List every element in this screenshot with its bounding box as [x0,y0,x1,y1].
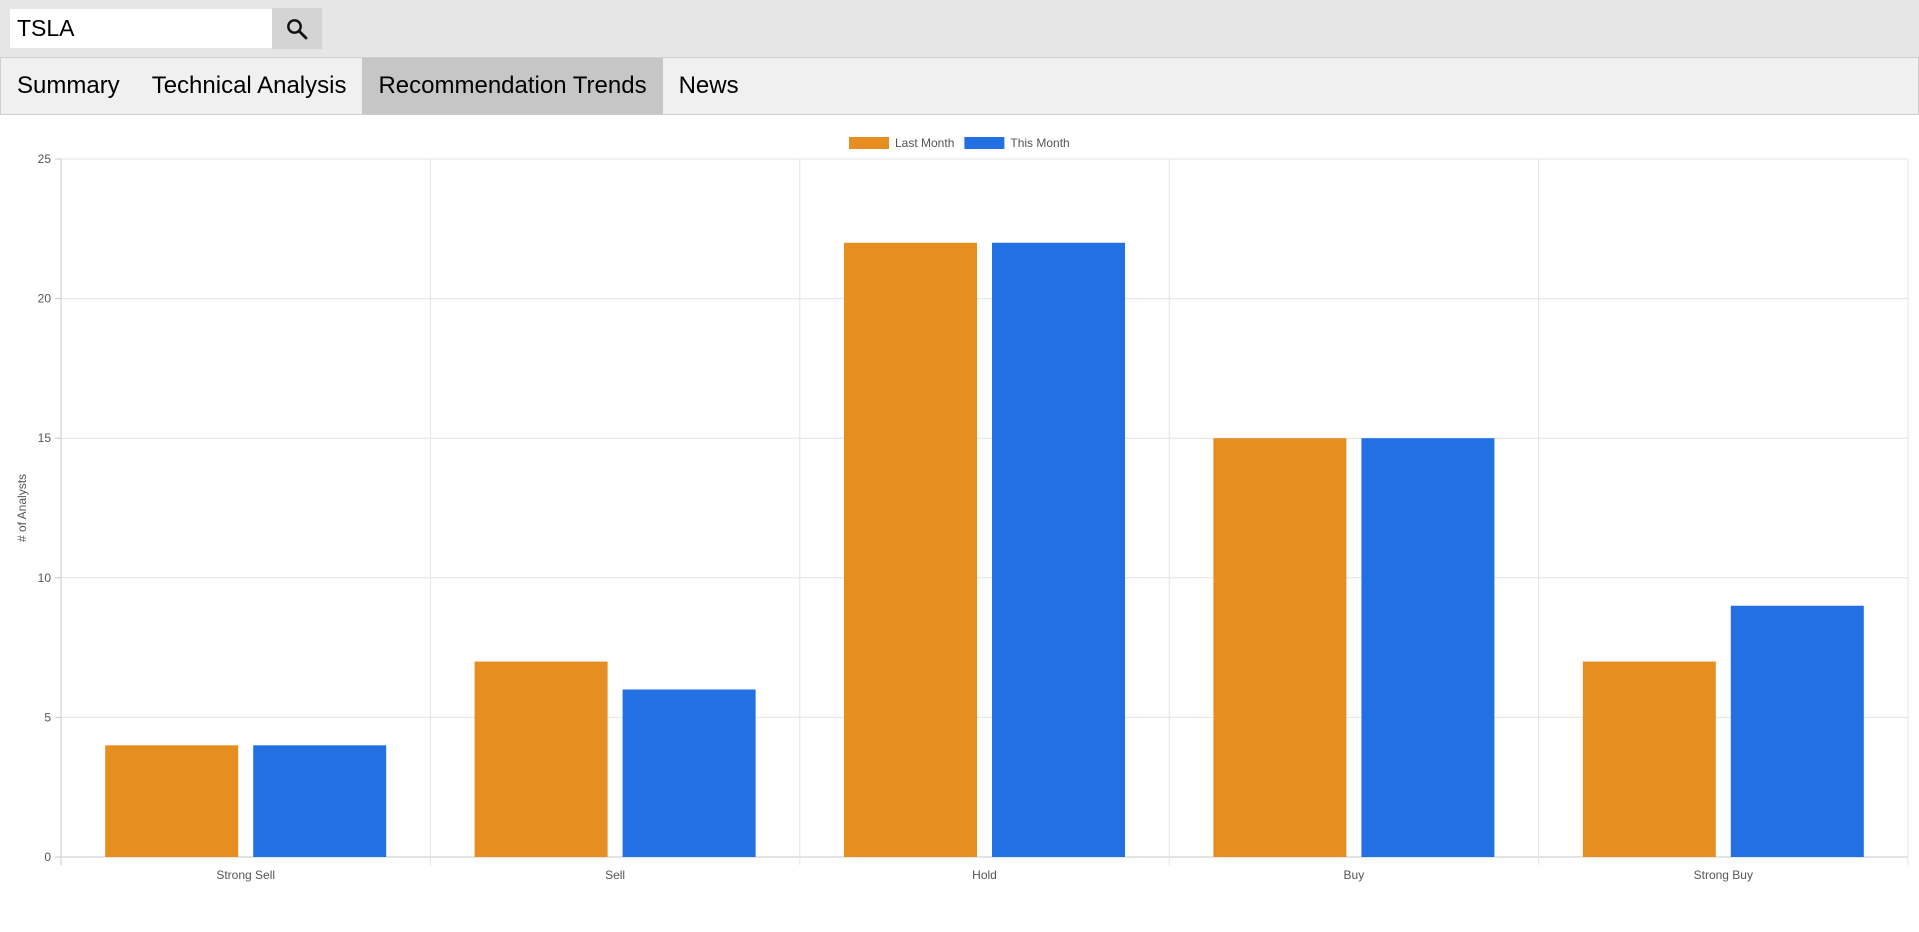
bar-last-month-hold[interactable] [844,242,977,857]
recommendation-trends-chart: 0 5 10 15 20 25 Strong Sell Sell Hold Buy Strong B… [15,136,1909,882]
search-button[interactable] [272,8,322,49]
y-tick-label: 5 [44,710,51,724]
x-tick-label: Strong Sell [216,868,275,882]
search-input[interactable] [10,9,272,48]
bar-this-month-buy[interactable] [1361,438,1495,857]
y-axis-title: # of Analysts [15,474,29,542]
tab-recommendation-trends[interactable]: Recommendation Trends [362,58,663,114]
bar-this-month-strong-sell[interactable] [253,745,387,857]
bar-this-month-sell[interactable] [622,689,756,857]
y-tick-label: 25 [38,152,52,166]
chart-axes: 0 5 10 15 20 25 Strong Sell Sell Hold Buy Strong B… [38,152,1753,882]
bar-last-month-sell[interactable] [474,661,608,857]
top-bar [0,0,1919,57]
x-tick-label: Hold [972,868,997,882]
bar-this-month-strong-buy[interactable] [1730,605,1864,857]
y-tick-label: 20 [38,292,52,306]
bar-last-month-strong-sell[interactable] [105,745,239,857]
legend-label[interactable]: Last Month [895,136,954,150]
search-icon [287,18,308,39]
bar-this-month-hold[interactable] [992,242,1125,857]
bar-last-month-buy[interactable] [1213,438,1347,857]
legend-swatch[interactable] [964,137,1005,149]
chart-bars [105,242,1864,857]
x-tick-label: Sell [605,868,625,882]
bar-last-month-strong-buy[interactable] [1582,661,1716,857]
tab-summary[interactable]: Summary [17,72,120,99]
tab-news[interactable]: News [678,72,739,99]
legend-label[interactable]: This Month [1010,136,1069,150]
chart-legend: Last Month This Month [849,136,1070,150]
legend-swatch[interactable] [849,137,889,149]
x-tick-label: Buy [1344,868,1365,882]
y-tick-label: 0 [44,850,51,864]
tab-bar: Summary Technical Analysis Recommendatio… [0,57,1919,115]
y-tick-label: 15 [38,431,52,445]
tab-technical-analysis[interactable]: Technical Analysis [151,72,347,99]
x-tick-label: Strong Buy [1694,868,1753,882]
y-tick-label: 10 [38,571,52,585]
